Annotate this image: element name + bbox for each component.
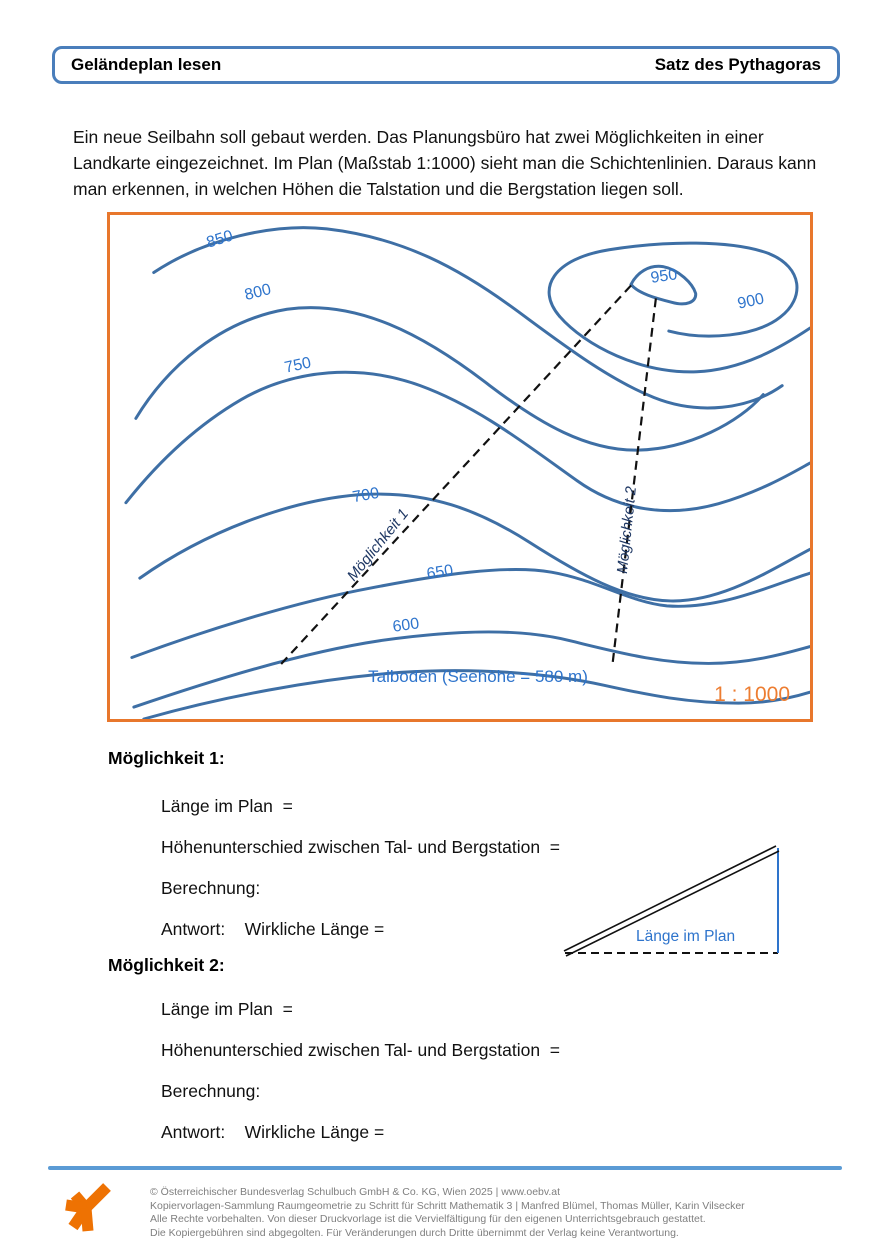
valley-floor-label: Talboden (Seehöhe = 580 m) bbox=[368, 667, 588, 686]
triangle-plan-length-label: Länge im Plan bbox=[636, 928, 736, 945]
section-1-line-height-difference: Höhenunterschied zwischen Tal- und Bergs… bbox=[161, 837, 561, 857]
intro-paragraph: Ein neue Seilbahn soll gebaut werden. Da… bbox=[73, 124, 833, 202]
section-2-title: Möglichkeit 2: bbox=[108, 955, 225, 975]
header-topic-left: Geländeplan lesen bbox=[71, 55, 222, 74]
footer-divider bbox=[48, 1166, 842, 1170]
footer-line-fees: Die Kopiergebühren sind abgegolten. Für … bbox=[150, 1226, 679, 1239]
contour-label-600: 600 bbox=[391, 615, 421, 636]
section-1-line-answer: Antwort: Wirkliche Länge = bbox=[161, 919, 385, 939]
contour-map-drawing bbox=[124, 226, 810, 719]
contour-label-950: 950 bbox=[649, 266, 679, 287]
header-topic-right: Satz des Pythagoras bbox=[654, 55, 821, 74]
contour-line-850 bbox=[152, 226, 784, 410]
section-1-title: Möglichkeit 1: bbox=[108, 748, 225, 768]
publisher-logo-icon bbox=[65, 1183, 111, 1232]
route-2-dashed-line bbox=[611, 298, 657, 668]
triangle-cable-line-outer bbox=[563, 845, 777, 952]
contour-line-650 bbox=[130, 568, 810, 659]
footer-line-series: Kopiervorlagen-Sammlung Raumgeometrie zu… bbox=[150, 1199, 745, 1212]
map-scale-label: 1 : 1000 bbox=[714, 683, 790, 706]
section-2-line-plan-length: Länge im Plan = bbox=[161, 999, 293, 1019]
triangle-cable-line-inner bbox=[565, 850, 780, 957]
contour-line-700 bbox=[138, 492, 810, 603]
contour-line-base bbox=[142, 669, 810, 719]
triangle-diagram: Länge im Plan bbox=[556, 838, 800, 964]
contour-line-900-tail bbox=[557, 314, 810, 374]
section-2-line-height-difference: Höhenunterschied zwischen Tal- und Bergs… bbox=[161, 1040, 561, 1060]
intro-line-3: man erkennen, in welchen Höhen die Talst… bbox=[73, 179, 684, 199]
footer-line-rights: Alle Rechte vorbehalten. Von dieser Druc… bbox=[150, 1213, 706, 1225]
contour-line-900-loop bbox=[547, 241, 799, 338]
intro-line-1: Ein neue Seilbahn soll gebaut werden. Da… bbox=[73, 127, 764, 147]
section-2-line-calculation: Berechnung: bbox=[161, 1081, 261, 1101]
logo-arm-down bbox=[80, 1207, 94, 1232]
section-1-line-calculation: Berechnung: bbox=[161, 878, 261, 898]
contour-line-750 bbox=[124, 370, 810, 513]
contour-line-600 bbox=[132, 630, 810, 709]
terrain-map: 850 800 750 700 650 600 950 900 Möglichk… bbox=[107, 212, 813, 722]
contour-line-950-peak bbox=[629, 264, 698, 306]
footer-imprint: © Österreichischer Bundesverlag Schulbuc… bbox=[150, 1186, 745, 1240]
intro-line-2: Landkarte eingezeichnet. Im Plan (Maßsta… bbox=[73, 153, 817, 173]
route-1-dashed-line bbox=[276, 284, 632, 670]
footer-line-copyright: © Österreichischer Bundesverlag Schulbuc… bbox=[150, 1186, 561, 1198]
triangle-drawing bbox=[563, 845, 780, 957]
section-2-line-answer: Antwort: Wirkliche Länge = bbox=[161, 1122, 385, 1142]
contour-line-800 bbox=[134, 306, 765, 452]
worksheet-header: Geländeplan lesen Satz des Pythagoras bbox=[52, 46, 840, 84]
section-1-line-plan-length: Länge im Plan = bbox=[161, 796, 293, 816]
